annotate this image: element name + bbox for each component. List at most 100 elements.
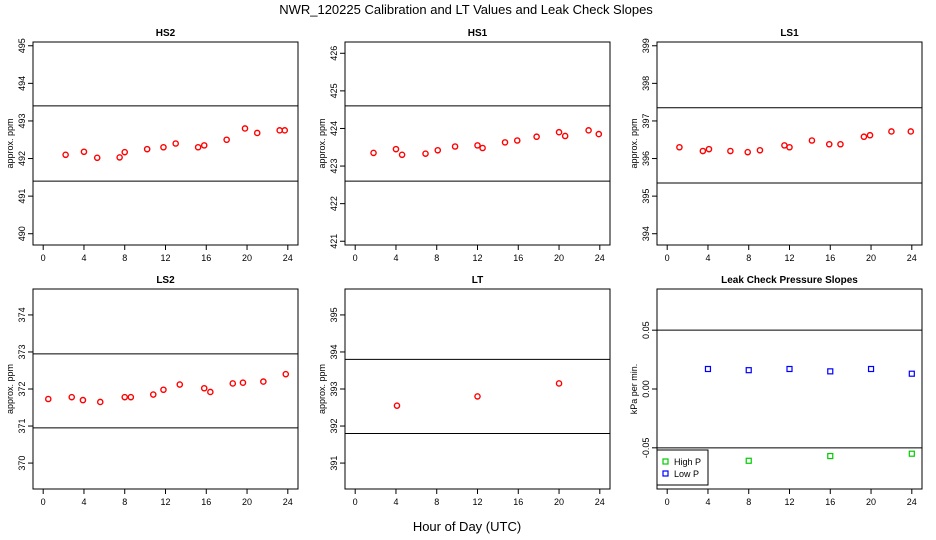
data-point: [907, 128, 915, 135]
y-tick-label: 374: [17, 307, 27, 322]
x-tick-label: 8: [434, 497, 439, 507]
data-point: [699, 147, 707, 155]
legend-swatch: [662, 458, 669, 465]
x-tick-label: 8: [434, 253, 439, 263]
data-point: [143, 145, 151, 153]
data-point: [79, 396, 87, 404]
data-point: [176, 381, 184, 388]
panels-group: HS2 approx. ppm 0 4 8 12 16 20 24 490 491 492 493 494…: [5, 28, 923, 507]
legend-label: Low P: [674, 469, 699, 479]
x-tick-label: 20: [866, 497, 876, 507]
x-tick-label: 4: [393, 253, 398, 263]
data-point: [676, 143, 683, 151]
x-tick-label: 24: [907, 497, 917, 507]
y-tick-label: 494: [17, 76, 27, 91]
data-point: [513, 137, 521, 144]
panel-title: LS2: [156, 275, 175, 286]
figure-x-axis-label: Hour of Day (UTC): [413, 519, 521, 534]
data-point: [908, 370, 915, 377]
data-point: [62, 151, 69, 159]
y-tick-label: 394: [641, 226, 651, 241]
chart-panel: LT approx. ppm 0 4 8 12 16 20 24 391 392 393 394 395: [317, 275, 611, 507]
y-tick-label: 391: [329, 456, 339, 471]
data-point: [479, 144, 486, 152]
x-tick-label: 4: [81, 253, 86, 263]
panel-title: HS1: [468, 28, 488, 39]
data-point: [555, 128, 563, 136]
x-tick-label: 16: [825, 253, 835, 263]
x-tick-label: 20: [866, 253, 876, 263]
data-point: [370, 149, 377, 157]
data-point: [127, 393, 135, 401]
y-tick-label: 495: [17, 38, 27, 53]
data-point: [44, 395, 52, 403]
x-tick-label: 12: [784, 497, 794, 507]
x-tick-label: 12: [160, 253, 170, 263]
x-tick-label: 0: [665, 497, 670, 507]
data-point: [866, 131, 874, 139]
plot-frame: [344, 41, 611, 246]
x-tick-label: 12: [160, 497, 170, 507]
y-tick-label: 399: [641, 38, 651, 53]
plot-frame: [344, 288, 611, 490]
y-tick-label: 421: [329, 234, 339, 249]
data-point: [786, 143, 793, 151]
data-point: [727, 147, 734, 155]
y-tick-label: 392: [329, 419, 339, 434]
data-point: [398, 151, 406, 159]
y-axis-label: approx. ppm: [317, 364, 327, 414]
y-tick-label: 394: [329, 344, 339, 359]
data-point: [207, 388, 214, 396]
data-point: [860, 133, 868, 141]
data-point: [68, 393, 76, 401]
x-tick-label: 0: [665, 253, 670, 263]
data-point: [434, 146, 442, 154]
data-point: [172, 140, 179, 147]
data-point: [282, 370, 290, 378]
data-point: [194, 143, 202, 151]
data-point: [116, 154, 123, 161]
data-point: [422, 150, 429, 157]
y-tick-label: 492: [17, 151, 27, 166]
x-tick-label: 8: [746, 253, 751, 263]
data-point: [253, 129, 261, 137]
data-point: [260, 378, 267, 385]
plot-frame: [32, 41, 299, 246]
y-tick-label: -0.05: [641, 438, 651, 459]
legend-box: [656, 449, 709, 486]
x-tick-label: 16: [825, 497, 835, 507]
x-tick-label: 4: [393, 497, 398, 507]
x-tick-label: 24: [283, 253, 293, 263]
chart-panel: HS1 approx. ppm 0 4 8 12 16 20 24 421 422 423 424 425…: [317, 28, 611, 263]
data-point: [745, 457, 752, 464]
y-tick-label: 422: [329, 196, 339, 211]
data-point: [827, 452, 834, 460]
data-point: [96, 398, 104, 406]
x-tick-label: 8: [122, 253, 127, 263]
data-point: [501, 139, 509, 146]
y-tick-label: 0.05: [641, 321, 651, 339]
data-point: [561, 132, 569, 140]
data-point: [745, 367, 752, 374]
data-point: [744, 148, 752, 156]
x-tick-label: 16: [201, 497, 211, 507]
data-point: [867, 365, 875, 373]
x-tick-label: 12: [472, 497, 482, 507]
y-tick-label: 371: [17, 419, 27, 434]
data-point: [223, 136, 230, 144]
chart-panel: Leak Check Pressure Slopes kPa per min. 0 4…: [629, 275, 923, 507]
x-tick-label: 16: [201, 253, 211, 263]
chart-panel: HS2 approx. ppm 0 4 8 12 16 20 24 490 491 492 493 494…: [5, 28, 299, 263]
y-tick-label: 373: [17, 344, 27, 359]
y-tick-label: 396: [641, 151, 651, 166]
panel-title: LT: [472, 275, 483, 286]
data-point: [121, 148, 129, 156]
y-tick-label: 493: [17, 113, 27, 128]
y-tick-label: 397: [641, 113, 651, 128]
data-point: [595, 130, 603, 138]
y-axis-label: approx. ppm: [5, 118, 15, 168]
x-tick-label: 24: [283, 497, 293, 507]
data-point: [704, 365, 712, 373]
chart-panel: LS1 approx. ppm 0 4 8 12 16 20 24 394 395 396 397 398…: [629, 28, 923, 263]
